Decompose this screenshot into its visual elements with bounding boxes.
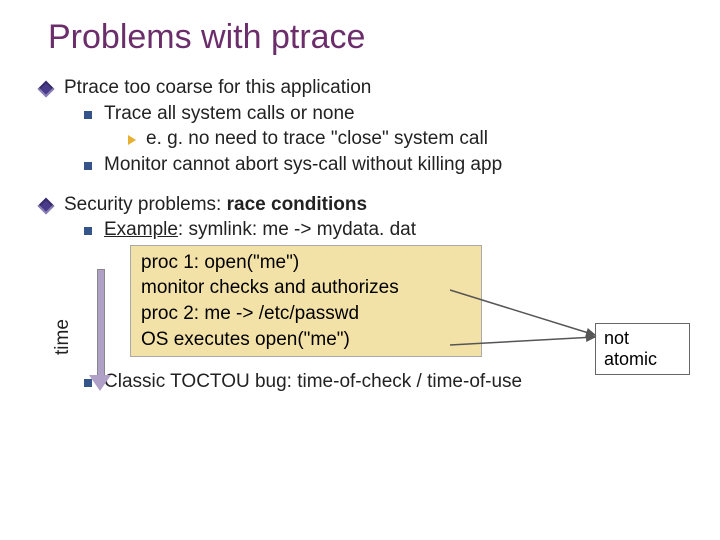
text-monitor-abort: Monitor cannot abort sys-call without ki…	[104, 152, 690, 178]
triangle-icon	[128, 135, 136, 145]
code-line-3: proc 2: me -> /etc/passwd	[141, 301, 471, 327]
text-race-conditions: race conditions	[227, 194, 367, 215]
text-example-rest: : symlink: me -> mydata. dat	[178, 219, 416, 240]
code-sequence-box: proc 1: open("me") monitor checks and au…	[130, 245, 482, 358]
text-example-label: Example	[104, 219, 178, 240]
text-example: Example: symlink: me -> mydata. dat	[104, 217, 690, 243]
code-line-2: monitor checks and authorizes	[141, 275, 471, 301]
code-line-1: proc 1: open("me")	[141, 250, 471, 276]
square-icon	[84, 162, 92, 170]
diamond-icon	[38, 197, 55, 214]
bullet-trace-all: Trace all system calls or none	[84, 101, 690, 127]
bullet-monitor-abort: Monitor cannot abort sys-call without ki…	[84, 152, 690, 178]
race-condition-block: time proc 1: open("me") monitor checks a…	[40, 245, 690, 358]
text-trace-all: Trace all system calls or none	[104, 101, 690, 127]
text-ptrace-coarse: Ptrace too coarse for this application	[64, 75, 690, 101]
time-axis-label: time	[52, 319, 74, 355]
time-arrow-icon	[90, 269, 110, 389]
square-icon	[84, 111, 92, 119]
square-icon	[84, 227, 92, 235]
bullet-ptrace-coarse: Ptrace too coarse for this application	[40, 75, 690, 101]
text-eg-close: e. g. no need to trace "close" system ca…	[146, 126, 690, 152]
diamond-icon	[38, 81, 55, 98]
bullet-security: Security problems: race conditions	[40, 192, 690, 218]
code-line-4: OS executes open("me")	[141, 327, 471, 353]
slide-title: Problems with ptrace	[48, 18, 690, 57]
text-security-lead: Security problems:	[64, 194, 227, 215]
text-security: Security problems: race conditions	[64, 192, 690, 218]
bullet-example: Example: symlink: me -> mydata. dat	[84, 217, 690, 243]
bullet-eg-close: e. g. no need to trace "close" system ca…	[128, 126, 690, 152]
